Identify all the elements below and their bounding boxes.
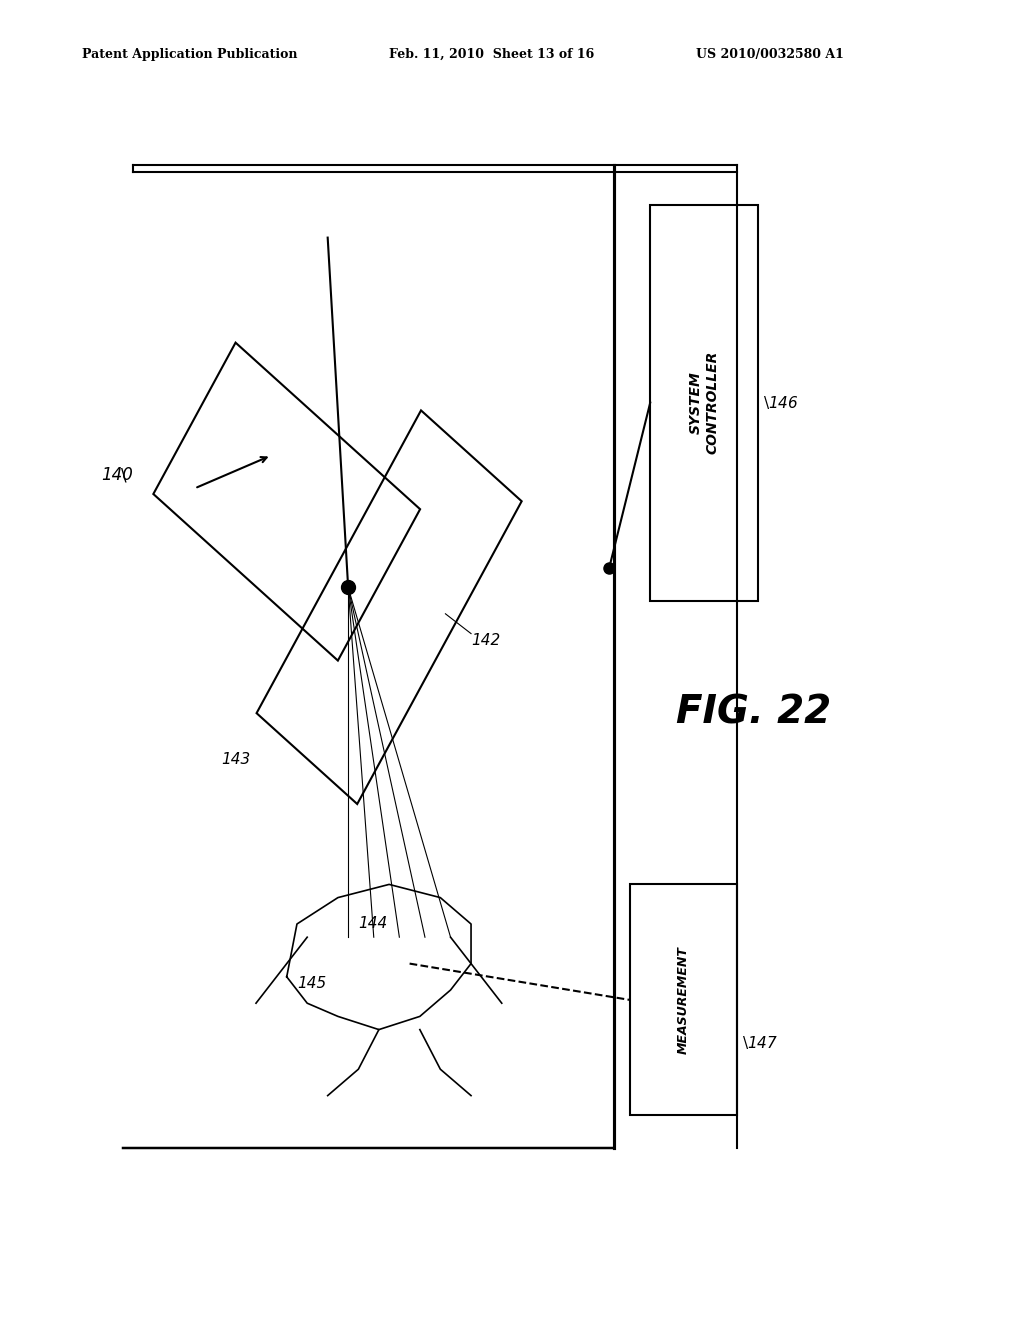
Bar [650,205,758,601]
Text: $\backslash$: $\backslash$ [121,466,128,484]
Text: Feb. 11, 2010  Sheet 13 of 16: Feb. 11, 2010 Sheet 13 of 16 [389,48,594,61]
Bar [630,884,737,1115]
Text: FIG. 22: FIG. 22 [676,694,830,731]
Text: $\backslash$147: $\backslash$147 [742,1035,778,1051]
Text: 144: 144 [358,916,388,932]
Text: 143: 143 [221,752,250,767]
Text: SYSTEM
CONTROLLER: SYSTEM CONTROLLER [689,351,719,454]
Text: US 2010/0032580 A1: US 2010/0032580 A1 [696,48,844,61]
Text: 145: 145 [297,975,327,991]
Text: 140: 140 [101,466,133,484]
Text: $\backslash$146: $\backslash$146 [763,395,799,411]
Text: MEASUREMENT: MEASUREMENT [677,946,690,1053]
Text: 142: 142 [471,632,501,648]
Text: Patent Application Publication: Patent Application Publication [82,48,297,61]
